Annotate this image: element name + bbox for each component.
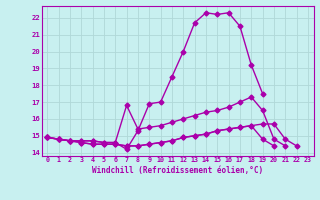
X-axis label: Windchill (Refroidissement éolien,°C): Windchill (Refroidissement éolien,°C): [92, 166, 263, 175]
